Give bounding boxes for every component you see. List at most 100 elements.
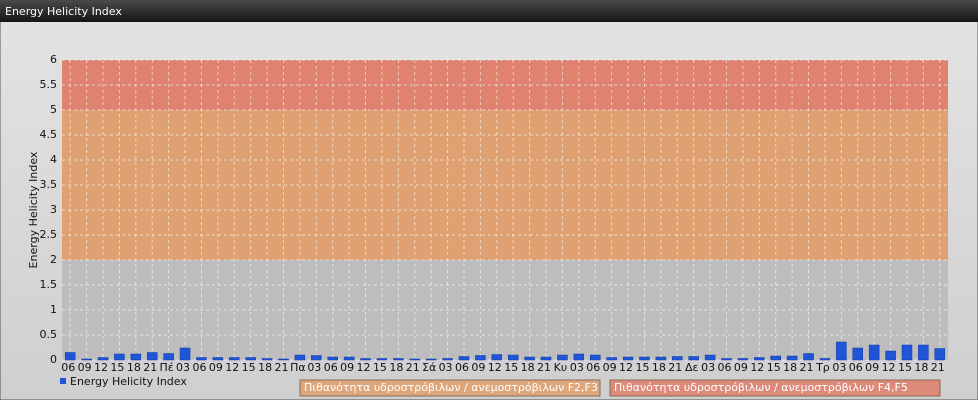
x-tick-label: 12 bbox=[619, 361, 633, 374]
bar bbox=[146, 352, 158, 361]
bar bbox=[425, 358, 437, 361]
bar bbox=[737, 358, 749, 361]
y-tick-label: 4 bbox=[50, 153, 57, 166]
y-tick-label: 3.5 bbox=[40, 178, 58, 191]
y-tick-label: 2 bbox=[50, 253, 57, 266]
bar bbox=[754, 357, 765, 361]
y-tick-label: 3 bbox=[50, 203, 57, 216]
x-tick-label: 03 bbox=[570, 361, 584, 374]
bar bbox=[803, 353, 814, 361]
bar bbox=[885, 350, 896, 361]
x-tick-label: 09 bbox=[340, 361, 354, 374]
bar bbox=[524, 356, 535, 361]
x-tick-label: 18 bbox=[914, 361, 928, 374]
bar bbox=[409, 358, 421, 361]
bar bbox=[672, 356, 683, 361]
legend-label: Energy Helicity Index bbox=[70, 375, 187, 388]
bar bbox=[360, 358, 371, 361]
x-tick-label: 18 bbox=[258, 361, 272, 374]
bar bbox=[393, 358, 404, 361]
x-tick-label: 06 bbox=[455, 361, 469, 374]
x-tick-label: 06 bbox=[849, 361, 863, 374]
bar bbox=[475, 355, 486, 361]
y-axis-label: Energy Helicity Index bbox=[27, 151, 40, 268]
x-tick-label: Τρ bbox=[815, 361, 830, 374]
x-tick-label: Δε bbox=[685, 361, 699, 374]
bar bbox=[376, 358, 388, 361]
x-tick-label: 18 bbox=[783, 361, 797, 374]
x-tick-label: Πα bbox=[290, 361, 306, 374]
legend-band bbox=[609, 379, 941, 397]
x-tick-label: 15 bbox=[767, 361, 781, 374]
bar bbox=[573, 353, 585, 361]
x-tick-label: 12 bbox=[357, 361, 371, 374]
legend-swatch bbox=[60, 378, 66, 384]
bar bbox=[245, 357, 256, 361]
bar bbox=[507, 354, 519, 361]
bar bbox=[114, 353, 125, 361]
bar bbox=[64, 352, 76, 361]
bar bbox=[196, 357, 207, 361]
y-tick-label: 6 bbox=[50, 53, 57, 66]
x-tick-label: 12 bbox=[488, 361, 502, 374]
bar bbox=[606, 357, 617, 361]
bar bbox=[836, 341, 847, 361]
y-tick-label: 0 bbox=[50, 353, 57, 366]
x-tick-label: 03 bbox=[439, 361, 453, 374]
x-tick-label: 06 bbox=[192, 361, 206, 374]
x-tick-label: 15 bbox=[504, 361, 518, 374]
x-tick-label: 15 bbox=[635, 361, 649, 374]
x-tick-label: 21 bbox=[931, 361, 945, 374]
y-tick-label: 0.5 bbox=[40, 328, 58, 341]
x-tick-label: Πέ bbox=[160, 361, 174, 374]
x-tick-label: 21 bbox=[143, 361, 157, 374]
x-tick-label: 09 bbox=[78, 361, 92, 374]
x-tick-label: 06 bbox=[324, 361, 338, 374]
x-tick-label: 09 bbox=[603, 361, 617, 374]
bar bbox=[589, 354, 601, 361]
bar bbox=[278, 358, 289, 361]
bar bbox=[540, 356, 552, 361]
bar bbox=[81, 358, 92, 361]
bar bbox=[343, 356, 355, 361]
x-tick-label: 06 bbox=[61, 361, 75, 374]
x-tick-label: 12 bbox=[750, 361, 764, 374]
x-tick-label: 12 bbox=[882, 361, 896, 374]
x-tick-label: 09 bbox=[209, 361, 223, 374]
y-tick-label: 1 bbox=[50, 303, 57, 316]
bar bbox=[934, 348, 946, 361]
x-tick-label: 03 bbox=[176, 361, 190, 374]
bar bbox=[901, 344, 913, 361]
bar bbox=[704, 354, 716, 361]
bar bbox=[557, 354, 568, 361]
bar bbox=[639, 356, 650, 361]
bar bbox=[770, 355, 781, 361]
y-tick-label: 5.5 bbox=[40, 78, 58, 91]
x-tick-label: 09 bbox=[471, 361, 485, 374]
x-tick-label: 18 bbox=[127, 361, 141, 374]
x-tick-label: 09 bbox=[865, 361, 879, 374]
legend-band bbox=[299, 379, 601, 397]
y-tick-label: 2.5 bbox=[40, 228, 58, 241]
bar bbox=[229, 357, 240, 361]
x-tick-label: 15 bbox=[110, 361, 124, 374]
bar bbox=[721, 358, 732, 361]
x-tick-label: Σά bbox=[422, 361, 436, 374]
x-tick-label: 03 bbox=[701, 361, 715, 374]
bar bbox=[179, 347, 191, 361]
x-tick-label: 15 bbox=[242, 361, 256, 374]
legend-band-label: Πιθανότητα υδροστρόβιλων / ανεμοστρόβιλω… bbox=[614, 381, 908, 394]
x-tick-label: 21 bbox=[800, 361, 814, 374]
bar bbox=[261, 358, 273, 361]
x-tick-label: 18 bbox=[521, 361, 535, 374]
y-tick-label: 5 bbox=[50, 103, 57, 116]
chart-title: Energy Helicity Index bbox=[5, 5, 122, 18]
x-tick-label: 15 bbox=[898, 361, 912, 374]
x-tick-label: 12 bbox=[225, 361, 239, 374]
x-tick-label: 18 bbox=[389, 361, 403, 374]
x-tick-label: 18 bbox=[652, 361, 666, 374]
y-tick-label: 1.5 bbox=[40, 278, 58, 291]
x-tick-label: 15 bbox=[373, 361, 387, 374]
bar bbox=[458, 356, 470, 361]
